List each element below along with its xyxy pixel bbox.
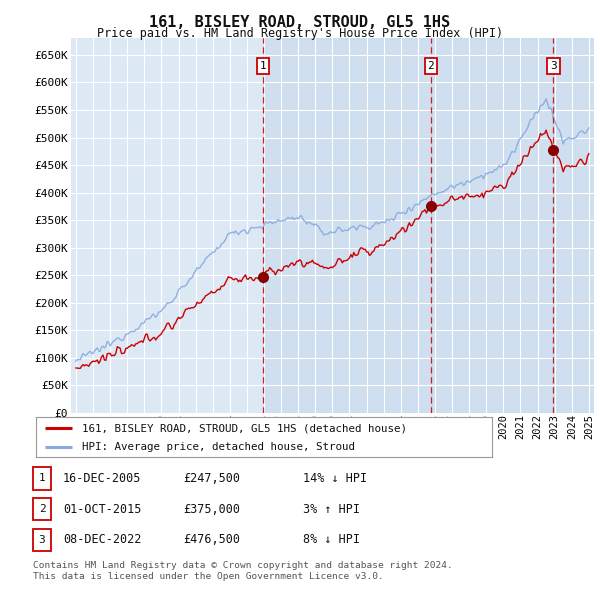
Text: £476,500: £476,500 <box>183 533 240 546</box>
Bar <box>263 38 431 413</box>
Text: Price paid vs. HM Land Registry's House Price Index (HPI): Price paid vs. HM Land Registry's House … <box>97 27 503 40</box>
Text: 3: 3 <box>550 61 557 71</box>
Text: 14% ↓ HPI: 14% ↓ HPI <box>303 472 367 485</box>
Text: HPI: Average price, detached house, Stroud: HPI: Average price, detached house, Stro… <box>82 442 355 452</box>
Text: 3: 3 <box>38 535 46 545</box>
Text: 1: 1 <box>38 474 46 483</box>
Text: £247,500: £247,500 <box>183 472 240 485</box>
Text: 161, BISLEY ROAD, STROUD, GL5 1HS: 161, BISLEY ROAD, STROUD, GL5 1HS <box>149 15 451 30</box>
Text: 08-DEC-2022: 08-DEC-2022 <box>63 533 142 546</box>
Text: 2: 2 <box>427 61 434 71</box>
Text: 2: 2 <box>38 504 46 514</box>
Text: Contains HM Land Registry data © Crown copyright and database right 2024.
This d: Contains HM Land Registry data © Crown c… <box>33 561 453 581</box>
Bar <box>431 38 553 413</box>
Text: 161, BISLEY ROAD, STROUD, GL5 1HS (detached house): 161, BISLEY ROAD, STROUD, GL5 1HS (detac… <box>82 424 407 434</box>
Bar <box>553 38 594 413</box>
Text: 3% ↑ HPI: 3% ↑ HPI <box>303 503 360 516</box>
Text: 01-OCT-2015: 01-OCT-2015 <box>63 503 142 516</box>
Text: 16-DEC-2005: 16-DEC-2005 <box>63 472 142 485</box>
Text: 1: 1 <box>260 61 266 71</box>
Text: £375,000: £375,000 <box>183 503 240 516</box>
Text: 8% ↓ HPI: 8% ↓ HPI <box>303 533 360 546</box>
